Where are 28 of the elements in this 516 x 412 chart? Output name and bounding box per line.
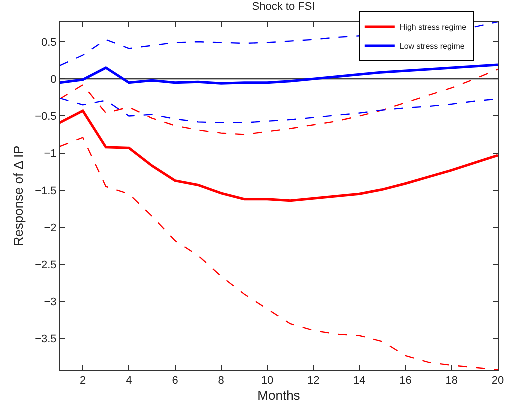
y-tick-label: −1 [44, 148, 57, 160]
x-tick-label: 18 [446, 375, 458, 388]
legend-label: Low stress regime [400, 42, 466, 52]
line-series [60, 137, 498, 370]
x-tick-label: 8 [218, 375, 224, 388]
y-axis-title: Response of Δ IP [11, 146, 26, 246]
x-tick-label: 10 [261, 375, 274, 388]
x-tick-label: 2 [80, 375, 86, 388]
x-tick-label: 12 [307, 375, 320, 388]
y-tick-label: −0.5 [35, 111, 57, 124]
y-tick-label: 0 [50, 74, 57, 86]
y-tick-label: −1.5 [35, 185, 57, 198]
line-series [60, 68, 498, 136]
line-series [60, 64, 498, 85]
y-tick-label: −3.5 [35, 334, 57, 346]
x-tick-label: 20 [492, 375, 504, 388]
x-tick-label: 4 [126, 375, 132, 388]
chart-title: Shock to FSI [252, 0, 316, 13]
y-tick-label: 0.5 [42, 36, 57, 49]
x-tick-label: 14 [354, 375, 366, 388]
x-tick-label: 16 [400, 375, 412, 388]
y-tick-label: −2.5 [35, 259, 57, 272]
line-series [60, 110, 498, 202]
x-tick-label: 6 [172, 375, 178, 388]
x-axis-title: Months [258, 388, 301, 403]
legend-label: High stress regime [400, 23, 468, 32]
y-tick-label: −2 [44, 222, 57, 234]
y-tick-label: −3 [44, 296, 57, 309]
